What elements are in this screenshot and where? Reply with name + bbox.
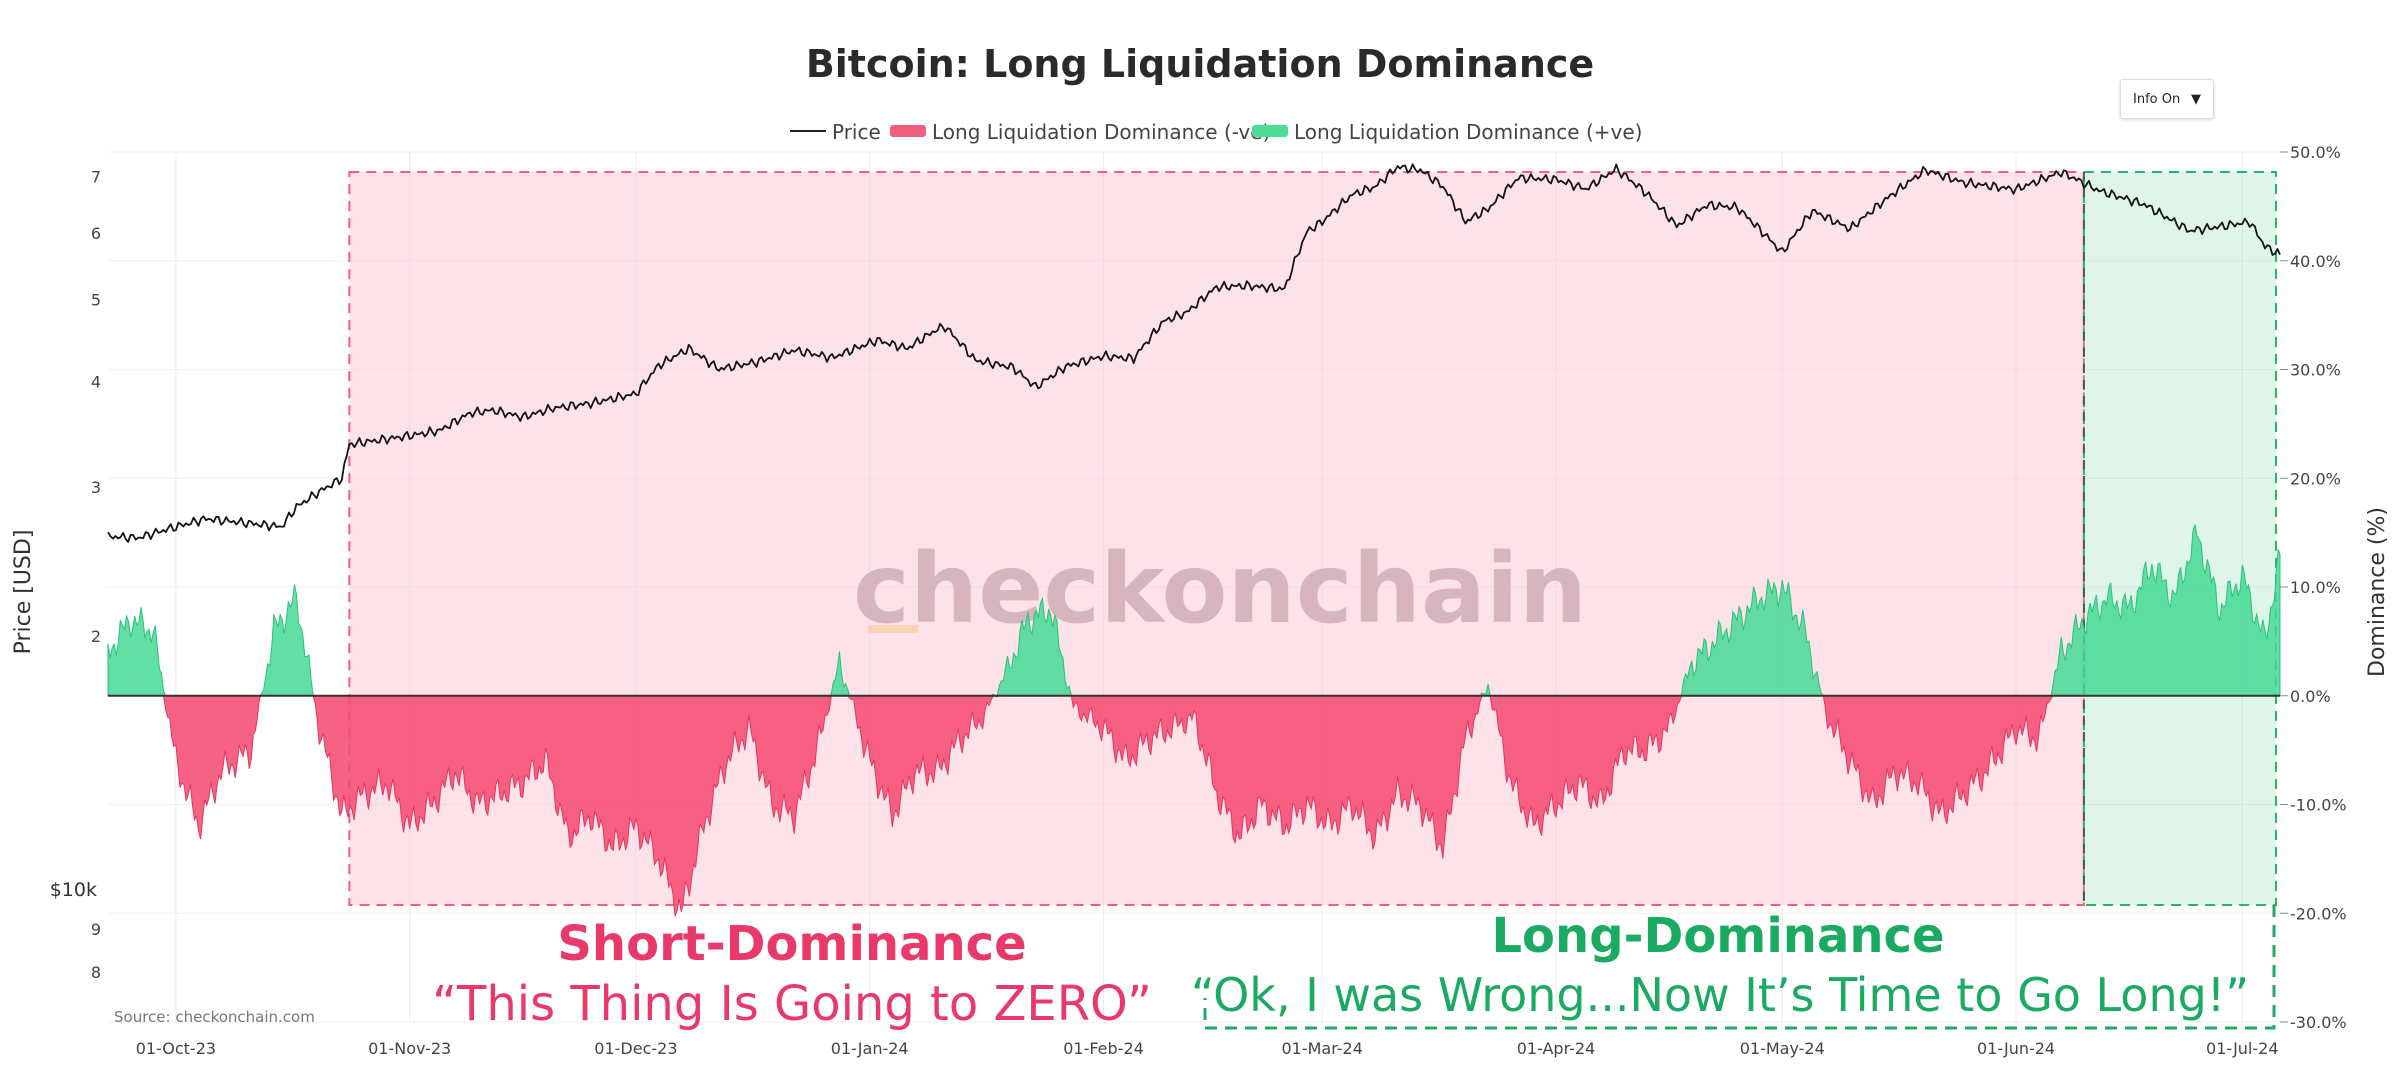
y-left-tick-label: $10k xyxy=(50,879,97,901)
x-tick-label: 01-Jul-24 xyxy=(2206,1039,2278,1058)
legend-negative-swatch xyxy=(890,125,926,137)
y-right-tick-label: 40.0% xyxy=(2290,252,2341,271)
y-axis-left: 8 9 $10k 2 3 4 5 6 7 xyxy=(50,167,101,982)
x-tick-label: 01-Mar-24 xyxy=(1281,1039,1362,1058)
watermark-logo-mark xyxy=(868,625,918,633)
long-dominance-quote: “Ok, I was Wrong...Now It’s Time to Go L… xyxy=(1191,968,2249,1022)
x-tick-label: 01-Jun-24 xyxy=(1977,1039,2055,1058)
x-tick-label: 01-Apr-24 xyxy=(1517,1039,1596,1058)
x-tick-label: 01-Jan-24 xyxy=(831,1039,909,1058)
long-dominance-heading: Long-Dominance xyxy=(1491,908,1944,964)
y-axis-right: 50.0% 40.0% 30.0% 20.0% 10.0% 0.0% -10.0% -20.0… xyxy=(2280,143,2347,1032)
legend: Price Long Liquidation Dominance (-ve) L… xyxy=(790,120,1642,144)
long-dominance-callout-border xyxy=(1203,905,2276,1030)
x-tick-label: 01-Oct-23 xyxy=(136,1039,216,1058)
info-toggle-label: Info On xyxy=(2133,91,2181,107)
x-tick-label: 01-May-24 xyxy=(1740,1039,1825,1058)
x-tick-label: 01-Dec-23 xyxy=(594,1039,677,1058)
y-left-tick-label: 9 xyxy=(91,920,101,939)
y-right-tick-label: 30.0% xyxy=(2290,361,2341,380)
y-left-tick-label: 3 xyxy=(91,478,101,497)
x-axis: 01-Oct-23 01-Nov-23 01-Dec-23 01-Jan-24 01-F… xyxy=(136,1039,2279,1058)
y-right-tick-label: 50.0% xyxy=(2290,143,2341,162)
y-right-tick-label: 10.0% xyxy=(2290,578,2341,597)
legend-negative-label[interactable]: Long Liquidation Dominance (-ve) xyxy=(932,120,1270,144)
y-left-tick-label: 6 xyxy=(91,224,101,243)
y-right-tick-label: -30.0% xyxy=(2290,1013,2347,1032)
dominance-negative-area xyxy=(107,695,2281,917)
price-line xyxy=(107,163,2281,543)
y-left-axis-title: Price [USD] xyxy=(11,530,36,655)
y-left-tick-label: 5 xyxy=(91,291,101,310)
legend-positive-label[interactable]: Long Liquidation Dominance (+ve) xyxy=(1294,120,1642,144)
info-toggle-button[interactable]: Info On ▼ xyxy=(2120,79,2214,119)
watermark: checkonchain xyxy=(853,533,1587,645)
legend-positive-swatch xyxy=(1252,125,1288,137)
short-dominance-quote: “This Thing Is Going to ZERO” xyxy=(432,976,1152,1032)
legend-price-label[interactable]: Price xyxy=(832,120,881,144)
y-left-tick-label: 8 xyxy=(91,963,101,982)
y-right-tick-label: -10.0% xyxy=(2290,796,2347,815)
y-right-axis-title: Dominance (%) xyxy=(2365,507,2390,677)
y-right-tick-label: 20.0% xyxy=(2290,469,2341,488)
long-dominance-region xyxy=(2082,171,2278,906)
y-left-tick-label: 4 xyxy=(91,373,101,392)
chart-title: Bitcoin: Long Liquidation Dominance xyxy=(806,42,1594,86)
chevron-down-icon: ▼ xyxy=(2191,91,2201,107)
source-note: Source: checkonchain.com xyxy=(114,1008,315,1026)
y-right-tick-label: 0.0% xyxy=(2290,687,2331,706)
y-left-tick-label: 2 xyxy=(91,627,101,646)
y-left-tick-label: 7 xyxy=(91,167,101,186)
x-tick-label: 01-Nov-23 xyxy=(368,1039,451,1058)
x-tick-label: 01-Feb-24 xyxy=(1063,1039,1144,1058)
short-dominance-heading: Short-Dominance xyxy=(557,916,1026,972)
y-right-tick-label: -20.0% xyxy=(2290,904,2347,923)
